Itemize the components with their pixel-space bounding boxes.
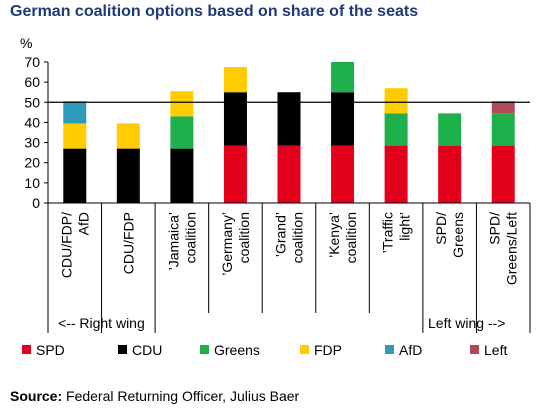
legend-label: Left bbox=[484, 342, 507, 358]
x-tick-label: Greens/Left bbox=[504, 212, 520, 285]
source-label: Source: bbox=[10, 388, 63, 404]
left-wing-label: Left wing --> bbox=[428, 315, 505, 331]
x-axis-labels: CDU/FDP/AfD CDU/FDP ’Jamaica’ coalition ’Ger… bbox=[58, 212, 519, 285]
legend-label: AfD bbox=[399, 342, 422, 358]
bar-segment-fdp bbox=[170, 91, 194, 117]
bar-segment-greens bbox=[491, 113, 515, 146]
bar-segment-spd bbox=[491, 145, 515, 203]
bar-segment-greens bbox=[331, 62, 355, 93]
x-tick-label: coalition bbox=[236, 212, 252, 263]
bar-segment-fdp bbox=[384, 88, 408, 114]
x-tick-label: ’Germany’ bbox=[219, 212, 235, 276]
bar-segment-cdu bbox=[277, 92, 301, 146]
bar-segment-fdp bbox=[223, 67, 247, 93]
bar-segment-spd bbox=[223, 145, 247, 203]
source-text: Federal Returning Officer, Julius Baer bbox=[62, 388, 300, 404]
x-tick-label: ’Traffic bbox=[380, 212, 396, 253]
bar-segment-left bbox=[491, 101, 515, 114]
bar-segment-spd bbox=[331, 145, 355, 203]
bar-segment-fdp bbox=[63, 123, 87, 149]
legend-swatch-left bbox=[470, 345, 479, 354]
legend-swatch-fdp bbox=[300, 345, 309, 354]
bar-segment-cdu bbox=[116, 148, 140, 203]
axis-frame bbox=[44, 61, 531, 333]
x-tick-label: SPD/ bbox=[433, 212, 449, 245]
bar-segment-cdu bbox=[170, 148, 194, 203]
bar-segment-afd bbox=[63, 101, 87, 124]
legend-swatch-cdu bbox=[118, 345, 127, 354]
x-tick-label: CDU/FDP/ bbox=[58, 212, 74, 278]
legend-swatch-greens bbox=[200, 345, 209, 354]
bars bbox=[63, 62, 515, 203]
x-tick-label: coalition bbox=[290, 212, 306, 263]
y-unit-label: % bbox=[20, 35, 32, 51]
bar-segment-greens bbox=[384, 113, 408, 146]
source-note: Source: Federal Returning Officer, Juliu… bbox=[10, 388, 299, 404]
y-tick-label: 50 bbox=[24, 94, 40, 110]
bar-segment-spd bbox=[277, 145, 301, 203]
y-tick-label: 30 bbox=[24, 135, 40, 151]
y-tick-label: 0 bbox=[32, 195, 40, 211]
legend-label: SPD bbox=[36, 342, 65, 358]
x-tick-label: coalition bbox=[182, 212, 198, 263]
x-tick-label: CDU/FDP bbox=[120, 212, 136, 274]
y-tick-label: 60 bbox=[24, 74, 40, 90]
y-tick-label: 40 bbox=[24, 114, 40, 130]
legend-label: CDU bbox=[132, 342, 162, 358]
bar-segment-greens bbox=[438, 113, 462, 146]
chart-title: German coalition options based on share … bbox=[10, 3, 419, 20]
legend: SPD CDU Greens FDP AfD Left bbox=[22, 342, 507, 358]
bar-segment-spd bbox=[438, 145, 462, 203]
right-wing-label: <-- Right wing bbox=[58, 315, 145, 331]
y-tick-label: 70 bbox=[24, 54, 40, 70]
x-tick-label: SPD/ bbox=[487, 212, 503, 245]
bar-segment-cdu bbox=[331, 92, 355, 146]
legend-swatch-spd bbox=[22, 345, 31, 354]
legend-swatch-afd bbox=[385, 345, 394, 354]
y-tick-label: 10 bbox=[24, 175, 40, 191]
legend-label: FDP bbox=[314, 342, 342, 358]
y-tick-label: 20 bbox=[24, 155, 40, 171]
legend-label: Greens bbox=[214, 342, 260, 358]
x-tick-label: ’Jamaica’ bbox=[165, 212, 181, 270]
bar-segment-greens bbox=[170, 116, 194, 149]
x-tick-label: ’Kenya’ bbox=[326, 212, 342, 258]
bar-segment-fdp bbox=[116, 123, 140, 149]
y-axis-ticks: 0 10 20 30 40 50 60 70 bbox=[24, 54, 40, 211]
x-tick-label: Greens bbox=[450, 212, 466, 258]
x-tick-label: coalition bbox=[343, 212, 359, 263]
bar-segment-cdu bbox=[63, 148, 87, 203]
bar-segment-cdu bbox=[223, 92, 247, 146]
x-tick-label: light’ bbox=[397, 212, 413, 241]
x-tick-label: ’Grand’ bbox=[273, 212, 289, 257]
bar-segment-spd bbox=[384, 145, 408, 203]
x-tick-label: AfD bbox=[75, 212, 91, 235]
